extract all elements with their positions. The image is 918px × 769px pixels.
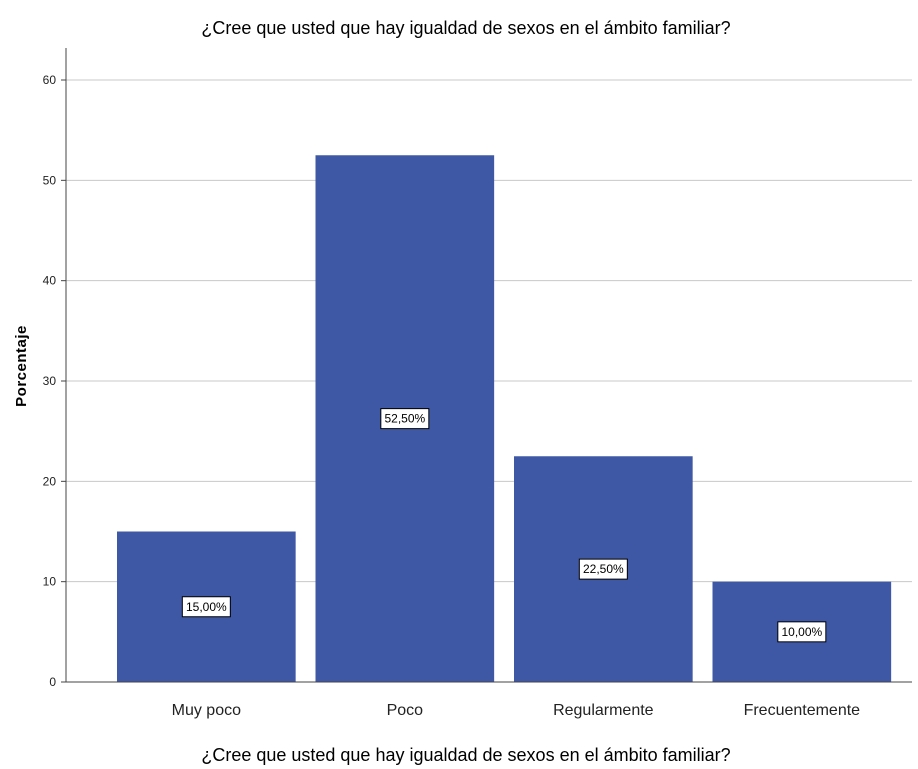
y-tick-label-0: 0 <box>49 675 56 689</box>
chart-title: ¿Cree que usted que hay igualdad de sexo… <box>201 18 730 38</box>
axes: 0 10 20 30 40 50 60 Muy poco Poco Regularmente Fre… <box>43 48 912 719</box>
x-tick-label-poco: Poco <box>387 702 424 719</box>
y-tick-label-50: 50 <box>43 173 57 187</box>
y-tick-label-20: 20 <box>43 474 57 488</box>
data-label-box-2 <box>578 558 628 580</box>
data-label-1: 52,50% <box>384 412 425 426</box>
data-label-3: 10,00% <box>781 625 822 639</box>
data-label-box-3 <box>777 621 827 643</box>
y-tick-label-10: 10 <box>43 575 57 589</box>
x-tick-label-frecuentemente: Frecuentemente <box>744 702 861 719</box>
data-label-2: 22,50% <box>583 562 624 576</box>
data-label-box-0 <box>181 596 231 618</box>
x-axis-label: ¿Cree que usted que hay igualdad de sexo… <box>201 745 730 765</box>
data-labels: 15,00% 52,50% 22,50% 10,00% <box>181 408 827 643</box>
x-tick-label-muy-poco: Muy poco <box>172 702 241 719</box>
y-tick-label-60: 60 <box>43 73 57 87</box>
x-tick-label-regularmente: Regularmente <box>553 702 654 719</box>
data-label-box-1 <box>380 408 430 430</box>
y-axis-label: Porcentaje <box>13 325 30 407</box>
bars <box>117 155 892 682</box>
y-tick-label-30: 30 <box>43 374 57 388</box>
y-tick-label-40: 40 <box>43 274 57 288</box>
data-label-0: 15,00% <box>186 600 227 614</box>
